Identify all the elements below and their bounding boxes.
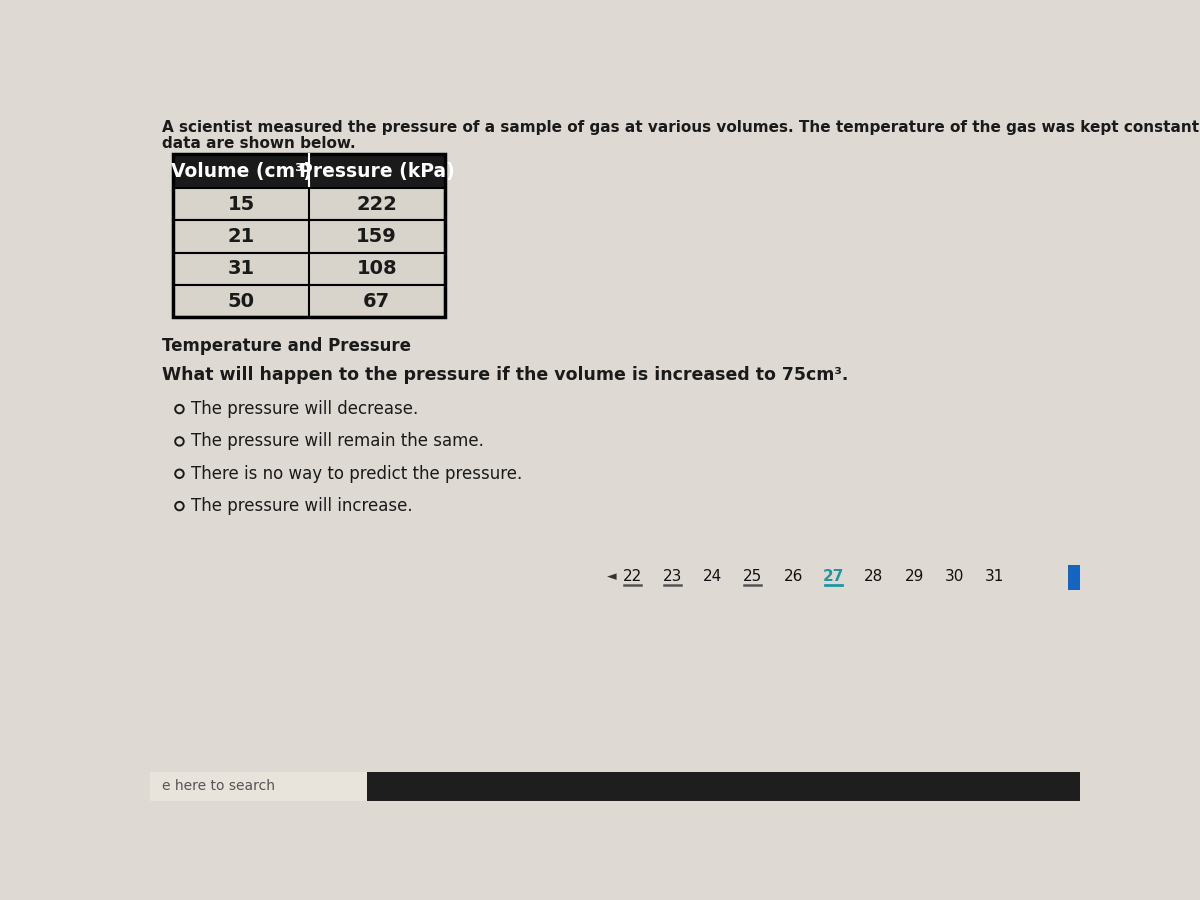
Text: A scientist measured the pressure of a sample of gas at various volumes. The tem: A scientist measured the pressure of a s… [162, 120, 1200, 134]
FancyBboxPatch shape [173, 220, 444, 253]
Text: The pressure will increase.: The pressure will increase. [191, 497, 413, 515]
Text: Temperature and Pressure: Temperature and Pressure [162, 337, 410, 355]
Text: 15: 15 [228, 194, 254, 214]
FancyBboxPatch shape [1068, 565, 1080, 590]
Text: 28: 28 [864, 569, 883, 584]
Text: 31: 31 [228, 259, 254, 278]
FancyBboxPatch shape [173, 154, 444, 188]
Text: Volume (cm³): Volume (cm³) [170, 162, 312, 181]
Text: 27: 27 [823, 569, 845, 584]
Text: 222: 222 [356, 194, 397, 214]
Text: 67: 67 [364, 292, 390, 310]
Text: 31: 31 [985, 569, 1004, 584]
FancyBboxPatch shape [150, 771, 1080, 801]
FancyBboxPatch shape [173, 285, 444, 318]
FancyBboxPatch shape [173, 188, 444, 220]
Text: e here to search: e here to search [162, 779, 275, 794]
Text: Pressure (kPa): Pressure (kPa) [299, 162, 455, 181]
Text: 23: 23 [662, 569, 682, 584]
Text: 21: 21 [228, 227, 254, 246]
Text: The pressure will decrease.: The pressure will decrease. [191, 400, 419, 418]
Text: The pressure will remain the same.: The pressure will remain the same. [191, 432, 484, 450]
Text: 29: 29 [905, 569, 924, 584]
Text: 108: 108 [356, 259, 397, 278]
Text: 24: 24 [703, 569, 722, 584]
Text: 26: 26 [784, 569, 803, 584]
Text: data are shown below.: data are shown below. [162, 136, 355, 150]
Text: 30: 30 [944, 569, 964, 584]
Text: There is no way to predict the pressure.: There is no way to predict the pressure. [191, 464, 522, 482]
Text: What will happen to the pressure if the volume is increased to 75cm³.: What will happen to the pressure if the … [162, 366, 848, 384]
Text: 25: 25 [743, 569, 762, 584]
FancyBboxPatch shape [173, 253, 444, 285]
Text: 22: 22 [623, 569, 642, 584]
Text: ◄: ◄ [607, 570, 617, 582]
Text: 159: 159 [356, 227, 397, 246]
FancyBboxPatch shape [150, 771, 367, 801]
Text: 50: 50 [228, 292, 254, 310]
